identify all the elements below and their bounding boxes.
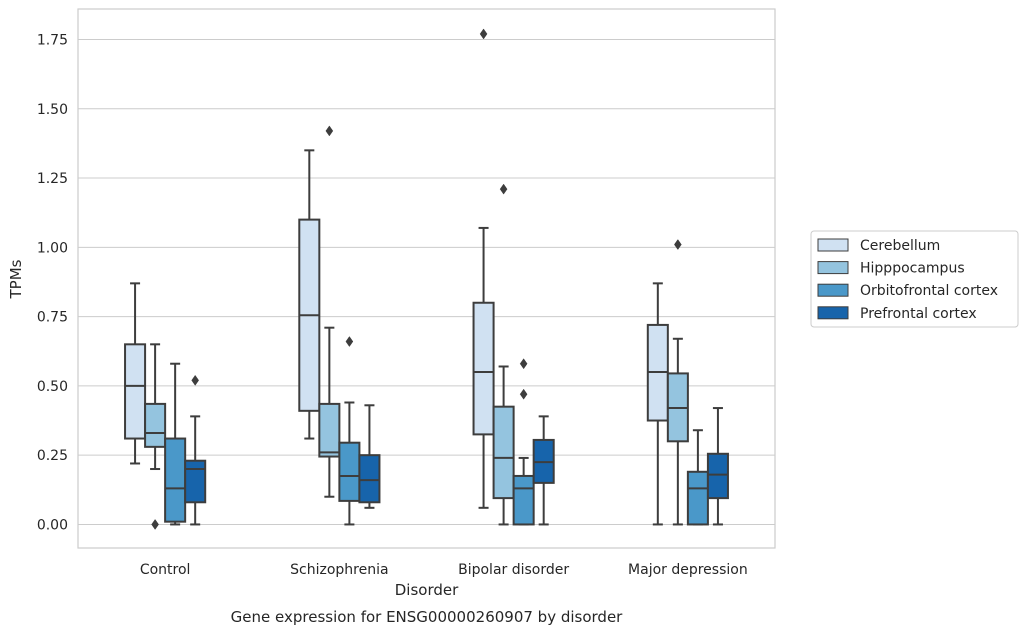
outlier-point	[191, 374, 199, 386]
box-group	[298, 149, 321, 440]
box-group	[512, 358, 535, 526]
legend-frame	[810, 230, 1019, 328]
outlier-point	[151, 519, 159, 530]
y-tick-labels: 0.00 0.25 0.50 0.75 1.00 1.25 1.50 1.75	[37, 32, 68, 533]
y-tick-label: 0.75	[37, 310, 68, 326]
box-group	[492, 183, 515, 526]
x-axis-title: Disorder	[395, 581, 459, 599]
box-group	[318, 125, 341, 498]
outlier-point	[325, 125, 334, 137]
y-tick-label: 0.50	[37, 379, 68, 395]
box	[338, 441, 361, 502]
legend-label: Prefrontal cortex	[860, 306, 977, 322]
x-tick-label: Schizophrenia	[290, 562, 388, 578]
outlier-point	[674, 239, 682, 250]
box	[492, 405, 515, 500]
box	[124, 343, 147, 440]
box-group	[144, 343, 167, 530]
y-tick-label: 1.75	[37, 32, 68, 48]
legend-swatch	[817, 238, 849, 252]
box-group	[472, 28, 495, 509]
x-tick-label: Bipolar disorder	[458, 562, 569, 578]
box	[686, 470, 709, 526]
legend-swatch	[817, 283, 849, 297]
outlier-point	[519, 358, 528, 370]
box	[472, 301, 495, 436]
y-tick-label: 0.00	[37, 517, 68, 533]
box-group	[686, 429, 709, 526]
outlier-point	[345, 336, 354, 347]
box-group	[124, 282, 147, 465]
x-tick-label: Major depression	[628, 562, 748, 578]
box	[144, 402, 167, 448]
y-axis-title: TPMs	[7, 259, 25, 299]
box-group	[532, 415, 555, 526]
box	[706, 452, 729, 500]
x-tick-label: Control	[140, 562, 191, 578]
outlier-point	[499, 183, 508, 195]
box	[184, 459, 207, 504]
y-tick-label: 1.25	[37, 171, 68, 187]
boxes	[124, 28, 729, 530]
y-tick-label: 1.00	[37, 240, 68, 256]
box-group	[164, 362, 187, 526]
box	[512, 474, 535, 526]
box-group	[184, 374, 207, 526]
x-tick-labels: Control Schizophrenia Bipolar disorder Majo…	[140, 562, 748, 578]
outlier-point	[519, 388, 528, 400]
legend: Cerebellum Hipppocampus Orbitofrontal cort…	[810, 230, 1019, 328]
outlier-point	[479, 28, 488, 40]
box	[358, 454, 381, 504]
box-group	[706, 407, 729, 526]
box-group	[666, 239, 689, 526]
box-group	[358, 404, 381, 509]
box	[318, 402, 341, 458]
box	[164, 437, 187, 523]
chart-caption: Gene expression for ENSG00000260907 by d…	[231, 608, 624, 626]
legend-swatch	[817, 261, 849, 275]
legend-label: Hipppocampus	[860, 261, 965, 277]
legend-swatch	[817, 306, 849, 320]
y-tick-label: 1.50	[37, 102, 68, 118]
y-tick-label: 0.25	[37, 448, 68, 464]
legend-label: Cerebellum	[860, 238, 940, 254]
plot-area	[77, 8, 776, 549]
legend-label: Orbitofrontal cortex	[860, 283, 998, 299]
